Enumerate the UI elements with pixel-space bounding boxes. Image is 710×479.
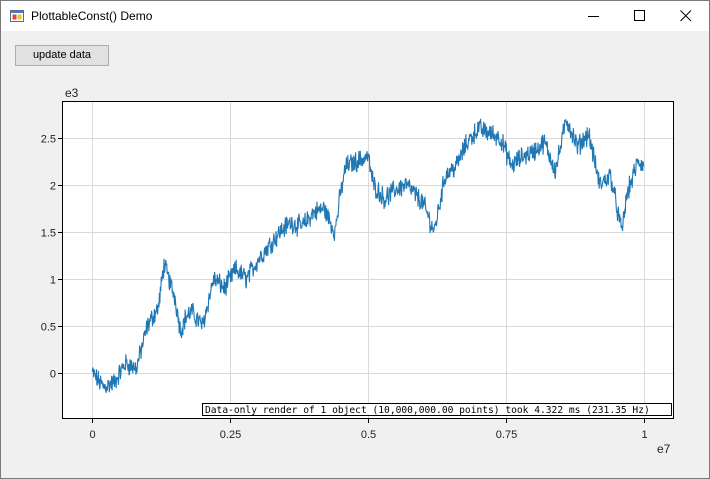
close-button[interactable] xyxy=(663,1,709,31)
y-tick-label: 1.5 xyxy=(41,228,56,240)
maximize-icon xyxy=(634,10,645,21)
window-title: PlottableConst() Demo xyxy=(31,9,153,23)
close-icon xyxy=(680,10,692,22)
minimize-button[interactable] xyxy=(571,1,617,31)
y-multiplier-label: e3 xyxy=(65,86,79,100)
y-tick-label: 0 xyxy=(50,369,56,381)
update-data-button[interactable]: update data xyxy=(15,45,109,66)
x-tick-label: 0 xyxy=(89,429,95,441)
x-multiplier-label: e7 xyxy=(657,442,671,456)
tick-labels: 0 0.25 0.5 0.75 1 0 0.5 1 1.5 2 2.5 xyxy=(41,134,648,442)
title-bar[interactable]: PlottableConst() Demo xyxy=(1,1,709,31)
data-series-line xyxy=(91,118,645,393)
x-tick-label: 1 xyxy=(641,429,647,441)
y-tick-label: 2 xyxy=(50,181,56,193)
maximize-button[interactable] xyxy=(617,1,663,31)
x-tick-label: 0.5 xyxy=(361,429,376,441)
benchmark-text: Data-only render of 1 object (10,000,000… xyxy=(205,405,650,416)
tick-marks xyxy=(58,138,645,423)
app-window-icon xyxy=(10,10,24,22)
y-tick-label: 0.5 xyxy=(41,322,56,334)
minimize-icon xyxy=(588,16,599,17)
y-tick-label: 2.5 xyxy=(41,134,56,146)
benchmark-box xyxy=(202,403,672,416)
plot-frame xyxy=(62,101,674,419)
y-tick-label: 1 xyxy=(50,275,56,287)
x-tick-label: 0.75 xyxy=(496,429,517,441)
x-tick-label: 0.25 xyxy=(220,429,241,441)
